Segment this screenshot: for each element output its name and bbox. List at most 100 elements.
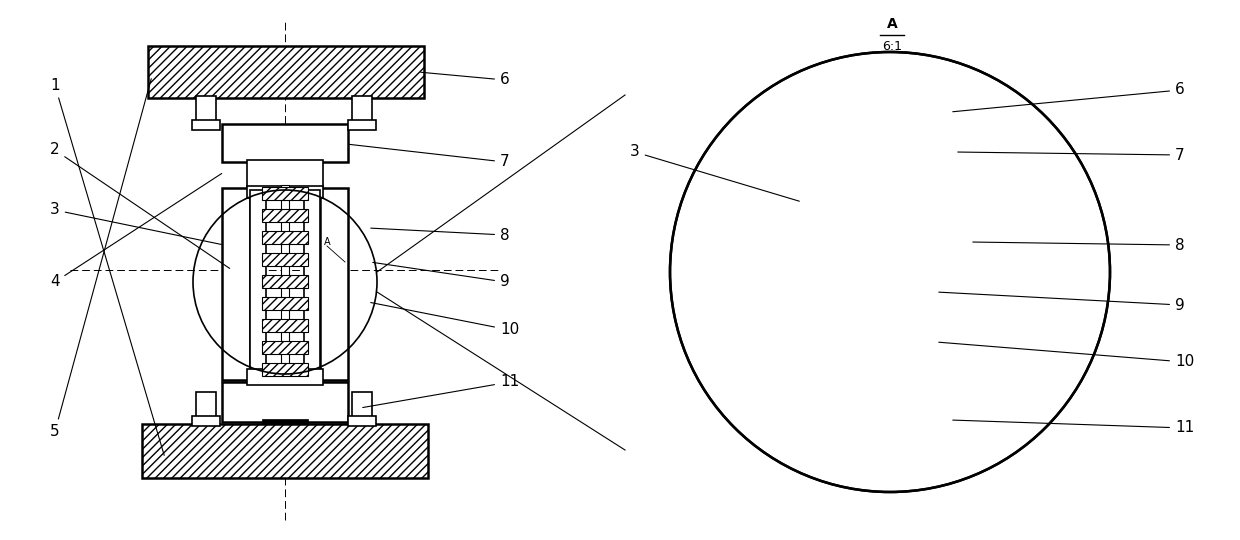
Circle shape: [670, 52, 1110, 492]
Bar: [281, 185, 289, 380]
Bar: [833, 75, 947, 127]
Bar: [883, 396, 897, 414]
Bar: [262, 275, 308, 288]
Bar: [833, 62, 947, 76]
Text: 11: 11: [952, 420, 1194, 435]
Bar: [799, 74, 812, 470]
Bar: [844, 392, 932, 396]
Bar: [883, 141, 897, 158]
Bar: [868, 141, 911, 158]
Bar: [148, 46, 424, 98]
Bar: [868, 169, 911, 187]
Bar: [846, 169, 930, 187]
Bar: [833, 468, 947, 482]
Bar: [222, 382, 348, 422]
Bar: [222, 188, 250, 380]
Bar: [846, 311, 930, 329]
Bar: [262, 187, 308, 200]
Bar: [262, 209, 308, 222]
Bar: [884, 91, 897, 107]
Bar: [868, 311, 911, 329]
Bar: [262, 297, 308, 310]
Bar: [143, 424, 428, 478]
Bar: [846, 226, 930, 244]
Text: 1: 1: [50, 78, 164, 455]
Bar: [196, 96, 216, 122]
Bar: [868, 368, 911, 386]
Text: 5: 5: [50, 79, 151, 440]
Bar: [844, 335, 932, 340]
Text: 8: 8: [371, 227, 510, 242]
Text: 11: 11: [363, 375, 520, 408]
Bar: [222, 124, 348, 162]
Bar: [883, 226, 897, 244]
Bar: [844, 364, 932, 368]
Bar: [250, 190, 267, 372]
Bar: [870, 88, 910, 114]
Text: A: A: [887, 17, 898, 31]
Text: 6: 6: [420, 72, 510, 87]
Bar: [950, 74, 970, 470]
Bar: [262, 419, 308, 424]
Bar: [844, 193, 932, 198]
Bar: [883, 169, 897, 187]
Bar: [247, 186, 322, 198]
Bar: [883, 198, 897, 215]
Bar: [348, 120, 376, 130]
Bar: [262, 319, 308, 332]
Text: 6: 6: [952, 83, 1184, 112]
Text: 10: 10: [371, 302, 520, 338]
Bar: [846, 368, 930, 386]
Text: 3: 3: [50, 202, 221, 245]
Bar: [262, 253, 308, 266]
Bar: [352, 96, 372, 122]
Bar: [844, 137, 932, 141]
Bar: [846, 396, 930, 414]
Text: 7: 7: [957, 147, 1184, 163]
Text: 9: 9: [373, 262, 510, 289]
Bar: [868, 283, 911, 300]
Bar: [884, 434, 897, 450]
Bar: [883, 340, 897, 357]
Bar: [982, 32, 1130, 512]
Bar: [870, 430, 910, 456]
Bar: [868, 198, 911, 215]
Text: A: A: [324, 237, 330, 247]
Bar: [192, 120, 219, 130]
Bar: [192, 416, 219, 426]
Bar: [868, 226, 911, 244]
Bar: [846, 340, 930, 357]
Bar: [968, 74, 982, 470]
Text: 2: 2: [50, 143, 229, 268]
Bar: [846, 198, 930, 215]
Text: 10: 10: [939, 342, 1194, 369]
Bar: [304, 190, 320, 372]
Bar: [810, 74, 830, 470]
Bar: [247, 160, 322, 188]
Bar: [846, 141, 930, 158]
Bar: [868, 340, 911, 357]
Bar: [883, 283, 897, 300]
Bar: [883, 368, 897, 386]
Text: 8: 8: [972, 238, 1184, 253]
Bar: [868, 254, 911, 272]
Text: 9: 9: [939, 292, 1184, 313]
Text: 3: 3: [630, 145, 800, 201]
Bar: [883, 254, 897, 272]
Text: 4: 4: [50, 173, 222, 289]
Bar: [262, 231, 308, 244]
Bar: [844, 222, 932, 226]
Bar: [846, 254, 930, 272]
Bar: [844, 165, 932, 169]
Bar: [844, 307, 932, 311]
Bar: [844, 250, 932, 254]
Bar: [196, 392, 216, 418]
Bar: [833, 416, 947, 468]
Bar: [352, 392, 372, 418]
Bar: [844, 279, 932, 283]
Text: 7: 7: [348, 144, 510, 170]
Bar: [868, 396, 911, 414]
Bar: [650, 32, 1038, 512]
Bar: [262, 363, 308, 376]
Bar: [348, 416, 376, 426]
